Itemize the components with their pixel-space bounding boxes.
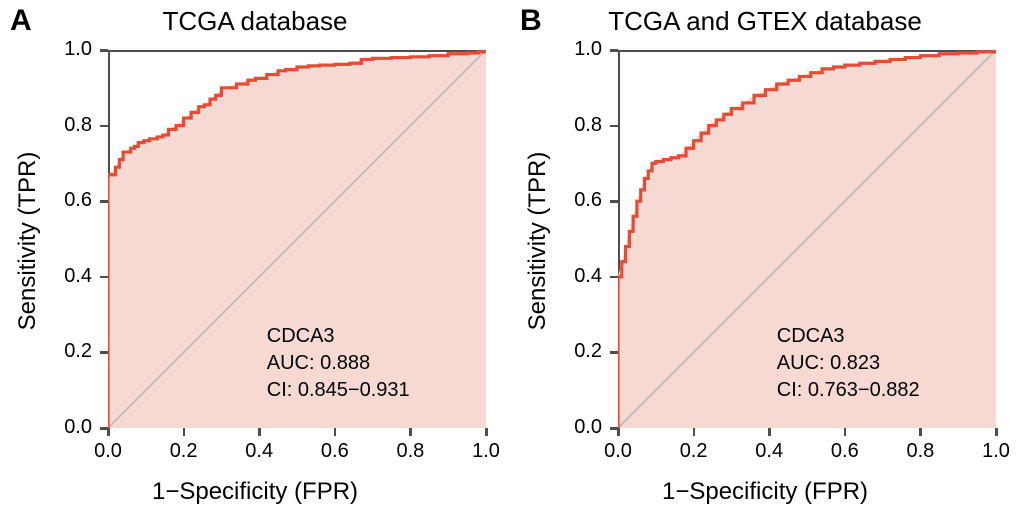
x-tick	[617, 428, 620, 436]
y-tick-label: 1.0	[42, 38, 92, 61]
y-tick	[610, 276, 618, 279]
y-tick-label: 0.8	[552, 114, 602, 137]
y-axis-label: Sensitivity (TPR)	[14, 141, 42, 341]
y-tick-label: 0.6	[42, 189, 92, 212]
y-tick	[610, 49, 618, 52]
panel-a: ATCGA database0.00.20.40.60.81.00.00.20.…	[0, 0, 510, 519]
x-tick-label: 0.8	[895, 440, 945, 463]
y-tick-label: 0.2	[552, 340, 602, 363]
y-tick	[610, 351, 618, 354]
x-tick	[409, 428, 412, 436]
x-tick	[693, 428, 696, 436]
x-tick-label: 0.4	[744, 440, 794, 463]
y-tick	[610, 200, 618, 203]
y-tick	[100, 49, 108, 52]
x-tick	[768, 428, 771, 436]
x-axis-label: 1−Specificity (FPR)	[510, 478, 1020, 506]
legend-series: CDCA3	[267, 323, 410, 350]
legend-auc: AUC: 0.823	[777, 350, 920, 377]
x-tick	[183, 428, 186, 436]
y-tick-label: 0.4	[552, 265, 602, 288]
y-tick-label: 0.2	[42, 340, 92, 363]
legend-ci: CI: 0.845−0.931	[267, 377, 410, 404]
legend-series: CDCA3	[777, 323, 920, 350]
x-tick	[995, 428, 998, 436]
y-tick	[100, 125, 108, 128]
x-tick-label: 1.0	[461, 440, 511, 463]
x-axis-label: 1−Specificity (FPR)	[0, 478, 510, 506]
y-tick	[610, 125, 618, 128]
x-tick	[107, 428, 110, 436]
x-tick-label: 0.6	[310, 440, 360, 463]
y-tick-label: 0.4	[42, 265, 92, 288]
x-tick-label: 0.0	[593, 440, 643, 463]
y-tick-label: 0.0	[42, 416, 92, 439]
y-tick	[100, 351, 108, 354]
legend-auc: AUC: 0.888	[267, 350, 410, 377]
figure: ATCGA database0.00.20.40.60.81.00.00.20.…	[0, 0, 1020, 519]
x-tick-label: 0.6	[820, 440, 870, 463]
y-tick-label: 0.6	[552, 189, 602, 212]
x-tick-label: 0.8	[385, 440, 435, 463]
y-tick	[100, 200, 108, 203]
x-tick-label: 0.2	[159, 440, 209, 463]
y-tick-label: 0.0	[552, 416, 602, 439]
x-tick	[844, 428, 847, 436]
x-tick-label: 0.2	[669, 440, 719, 463]
x-tick	[258, 428, 261, 436]
y-axis-label: Sensitivity (TPR)	[524, 141, 552, 341]
x-tick	[334, 428, 337, 436]
legend-ci: CI: 0.763−0.882	[777, 377, 920, 404]
panel-title: TCGA and GTEX database	[510, 6, 1020, 37]
legend: CDCA3AUC: 0.888CI: 0.845−0.931	[267, 323, 410, 404]
x-tick	[485, 428, 488, 436]
y-tick-label: 0.8	[42, 114, 92, 137]
panel-title: TCGA database	[0, 6, 510, 37]
y-tick	[100, 276, 108, 279]
x-tick-label: 0.4	[234, 440, 284, 463]
panel-b: BTCGA and GTEX database0.00.20.40.60.81.…	[510, 0, 1020, 519]
x-tick	[919, 428, 922, 436]
x-tick-label: 0.0	[83, 440, 133, 463]
x-tick-label: 1.0	[971, 440, 1020, 463]
legend: CDCA3AUC: 0.823CI: 0.763−0.882	[777, 323, 920, 404]
y-tick-label: 1.0	[552, 38, 602, 61]
